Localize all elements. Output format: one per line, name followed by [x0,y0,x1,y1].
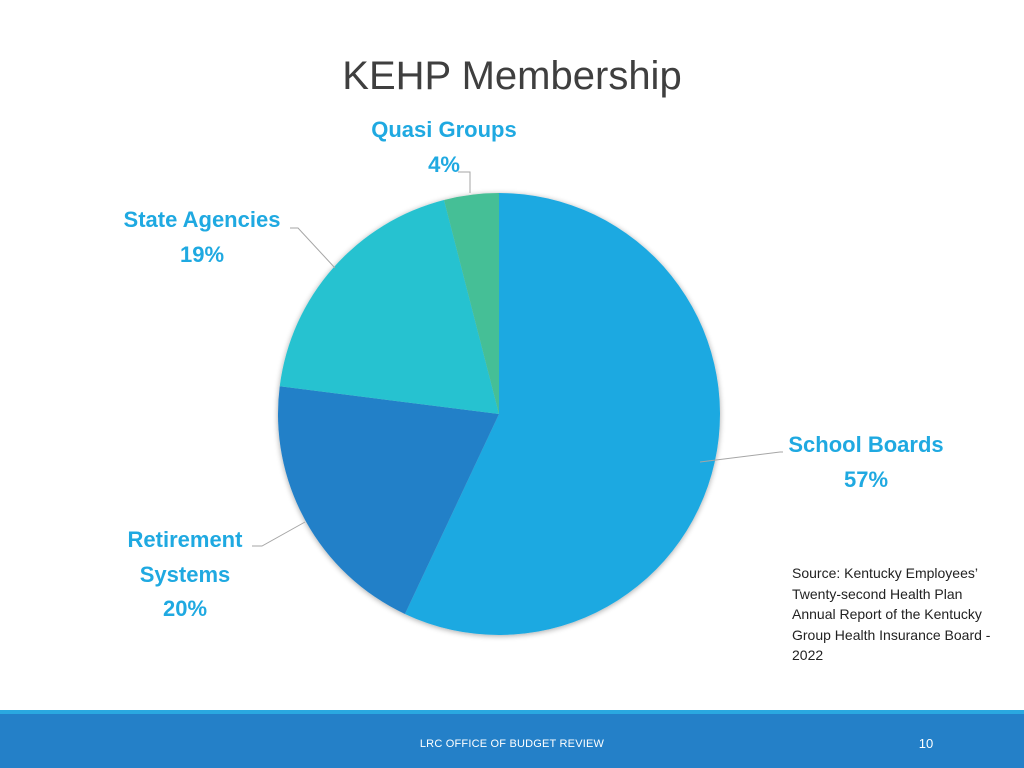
pie-slice-state-agencies [279,199,499,414]
pie-slice-quasi-groups [444,193,499,414]
slice-category-label: Quasi Groups [371,117,516,142]
source-note: Source: Kentucky Employees’ Twenty-secon… [792,565,991,663]
leader-line [699,451,783,463]
slice-category-label: Systems [140,562,231,587]
pie-slice-school-boards [404,193,720,635]
footer-org-name: LRC OFFICE OF BUDGET REVIEW [419,738,605,750]
leader-line [458,171,471,193]
pie-chart: School Boards 57% Retirement Systems 20% Stat… [124,117,944,635]
slice-value-label: 57% [844,467,888,492]
footer-bar: LRC OFFICE OF BUDGET REVIEW 10 [0,714,1024,768]
slice-value-label: 20% [163,596,207,621]
chart-title: KEHP Membership [342,54,682,98]
slice-value-label: 4% [428,152,460,177]
page-number: 10 [918,736,934,751]
slice-category-label: Retirement [128,527,244,552]
leader-line [290,227,336,269]
leader-line [252,521,306,547]
footer-accent-bar [0,710,1024,714]
slice-value-label: 19% [180,242,224,267]
slice-category-label: State Agencies [124,207,281,232]
pie-slice-retirement-systems [277,386,499,614]
slice-category-label: School Boards [788,432,943,457]
